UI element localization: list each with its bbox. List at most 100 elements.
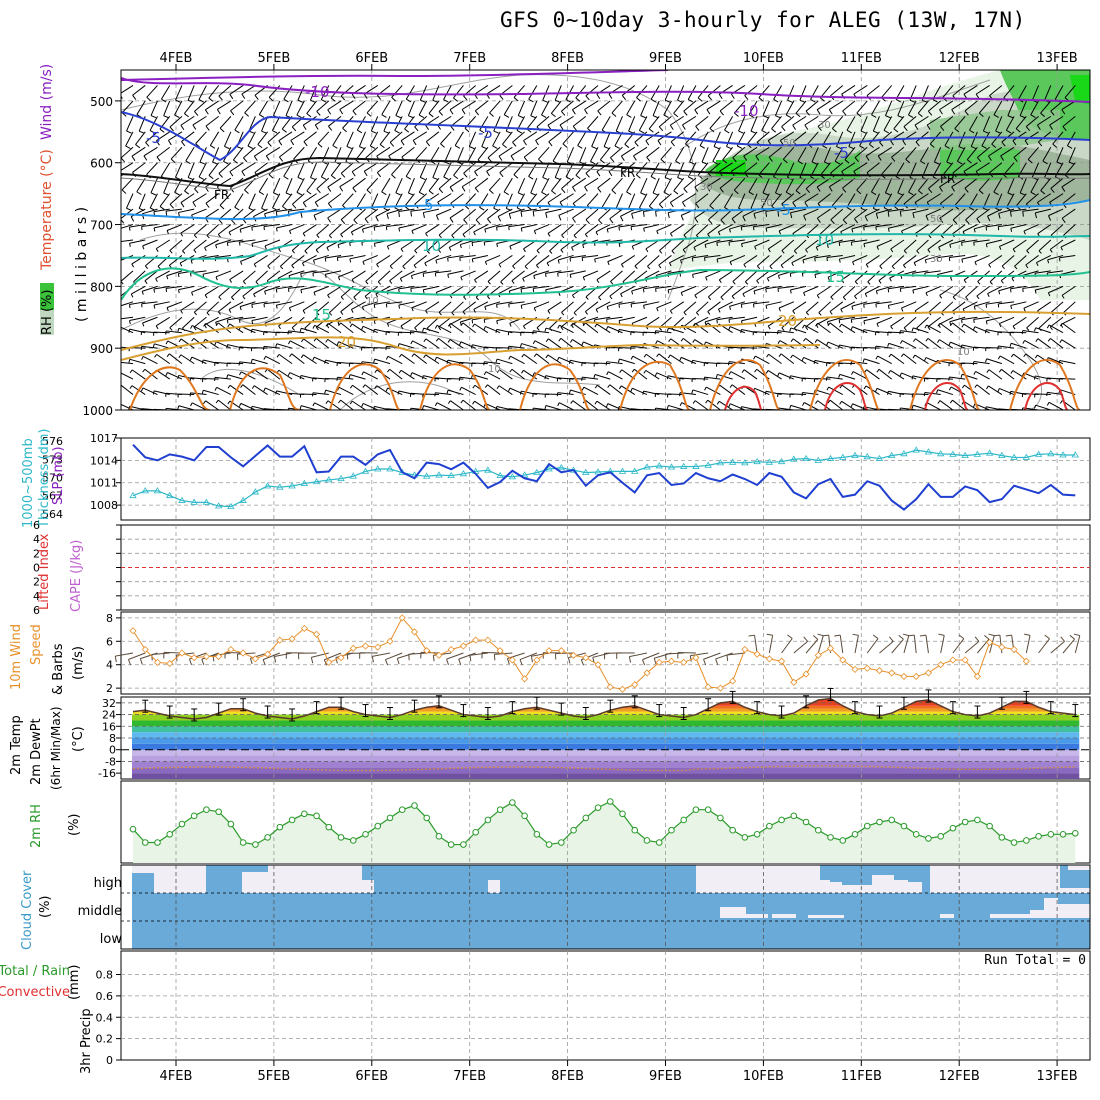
wind-barb: [988, 255, 1003, 265]
wind-barb-flag: [667, 212, 670, 219]
wind-barb: [185, 147, 195, 162]
wind-barb: [901, 372, 917, 380]
wind-barb-flag: [411, 230, 414, 235]
wind-barb: [839, 254, 856, 260]
wind-barb: [660, 146, 672, 160]
rh-point: [533, 831, 541, 838]
thickness-point: [263, 482, 272, 489]
wind-barb: [863, 224, 880, 228]
wind-barb: [1025, 115, 1039, 127]
rh-legend-swatch-light: [40, 310, 54, 335]
wind-barb-flag: [890, 325, 894, 330]
wind-barb-flag: [1012, 140, 1017, 146]
wind-barb-flag: [190, 402, 193, 407]
wind-barb: [952, 285, 966, 298]
wind-barb: [424, 255, 440, 264]
wind-barb-flag: [915, 141, 920, 147]
wind-barb: [1061, 285, 1076, 296]
wind-barb: [638, 116, 648, 131]
wind-barb-flag: [272, 130, 278, 134]
wind-barb: [251, 328, 268, 334]
wind-barb: [316, 100, 330, 112]
wind-barb: [642, 652, 660, 661]
wind-barb-flag: [1073, 633, 1080, 637]
wind-barb: [846, 116, 856, 131]
wind-barb-flag: [781, 126, 786, 132]
wind-barb: [512, 255, 525, 267]
wind-barb: [988, 385, 1003, 395]
rh-point: [288, 816, 296, 824]
wind-barb-flag: [803, 636, 808, 642]
wind-barb-flag: [299, 375, 302, 380]
wind-barb: [412, 340, 427, 349]
wind-barb: [677, 85, 685, 101]
wind-barb: [569, 377, 586, 380]
wind-barb: [554, 162, 562, 178]
wind-barb: [247, 131, 256, 147]
wind-barb-flag: [444, 161, 450, 165]
wind-barb: [129, 405, 146, 410]
wind-barb: [970, 131, 978, 147]
wind-barb-flag: [340, 296, 344, 300]
wind-barb: [707, 399, 721, 410]
wind-barb: [499, 369, 513, 380]
wind-barb: [361, 361, 378, 365]
wind-barb: [765, 331, 782, 334]
wind-barb-flag: [888, 370, 891, 374]
wind-barb: [410, 208, 427, 212]
wind-barb-flag: [617, 406, 620, 410]
wind-barb: [713, 131, 721, 147]
wind-barb: [975, 85, 990, 95]
wind-barb: [1068, 147, 1076, 163]
wind-barb: [363, 371, 378, 380]
wind-barb: [218, 162, 232, 174]
wind-barb: [458, 652, 476, 660]
wind-barb: [883, 116, 893, 131]
thickness-point: [435, 471, 443, 478]
wind-axis-label: Wind (m/s): [39, 64, 55, 140]
wind-barb: [351, 301, 366, 310]
wind-barb-flag: [438, 326, 442, 331]
wind-barb: [863, 301, 880, 305]
wind-barb: [410, 285, 427, 289]
wind-barb: [205, 338, 219, 349]
thickness-point: [312, 477, 321, 485]
wind-barb: [870, 177, 880, 193]
wind-barb: [1013, 353, 1027, 365]
wind-point: [153, 658, 162, 666]
wind-barb-flag: [777, 372, 780, 377]
wind-barb-flag: [500, 281, 504, 285]
wind-barb: [716, 239, 733, 243]
wind-barb: [160, 162, 171, 177]
wind-barb: [830, 285, 844, 298]
wind-barb: [693, 316, 709, 326]
wind-barb-flag: [312, 356, 315, 361]
wind-barb-flag: [472, 400, 475, 405]
wind-barb-flag: [851, 371, 854, 375]
wind-barb-flag: [633, 155, 637, 161]
wind-barb: [166, 270, 183, 277]
wind-barb: [1022, 285, 1039, 289]
wind-barb: [141, 301, 158, 305]
wind-barb-flag: [863, 226, 865, 231]
wind-barb-flag: [839, 323, 842, 328]
wind-barb-flag: [412, 140, 417, 146]
wind-barb: [493, 116, 501, 132]
wind-barb-flag: [706, 109, 711, 115]
wind-barb: [276, 224, 293, 229]
wind-barb: [155, 239, 170, 250]
wind-barb: [321, 147, 330, 163]
wind-barb-flag: [815, 400, 818, 404]
wind-barb: [192, 115, 207, 126]
wind-barb-flag: [556, 357, 560, 361]
wind-barb: [1013, 146, 1027, 158]
wind-barb: [646, 146, 660, 158]
wind-barb: [234, 193, 244, 208]
wind-barb-flag: [432, 655, 435, 662]
wind-barb-flag: [976, 218, 981, 224]
wind-barb-flag: [545, 338, 549, 343]
wind-barb-flag: [624, 143, 630, 149]
wind-barb-flag: [929, 143, 935, 148]
wind-barb: [242, 270, 256, 282]
